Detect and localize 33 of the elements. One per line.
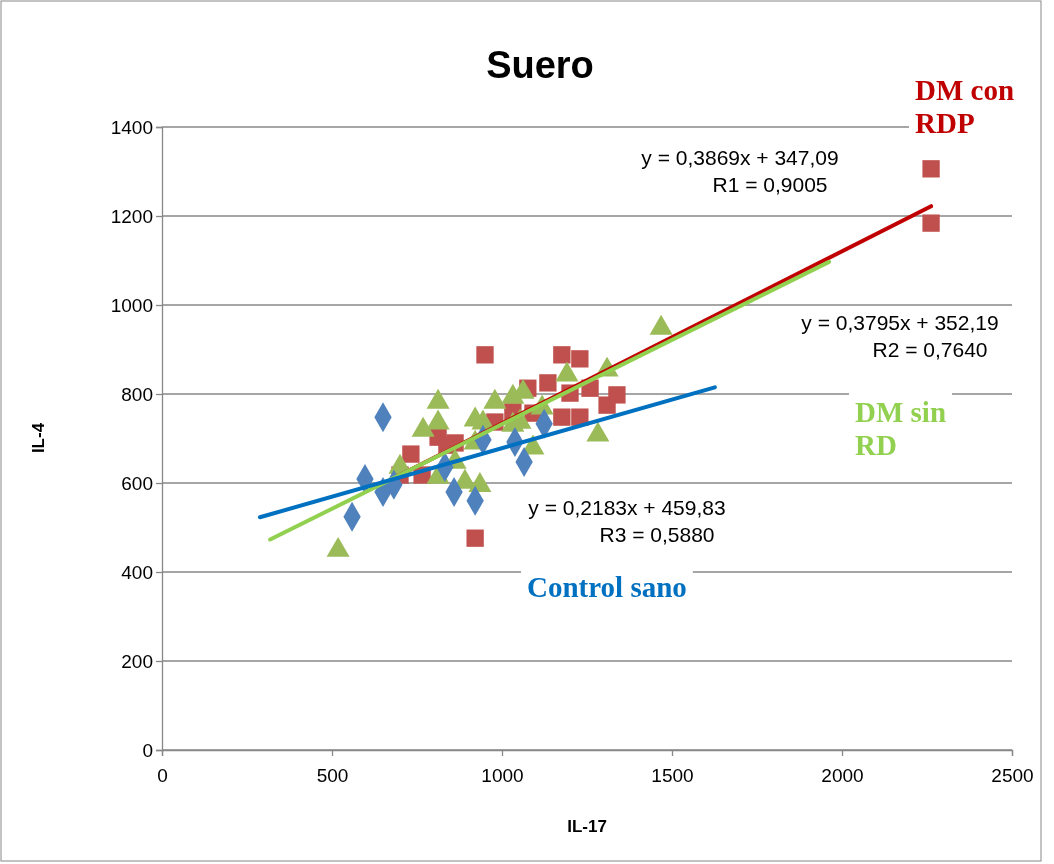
x-tick-label: 500 [316, 764, 349, 786]
y-tick-label: 800 [121, 383, 153, 405]
y-tick-label: 400 [121, 561, 153, 583]
text: DM sin RD [855, 396, 947, 462]
point [466, 529, 484, 547]
point [598, 396, 616, 414]
y-tick-label: 0 [142, 739, 153, 761]
point [922, 214, 940, 232]
point [571, 350, 589, 368]
x-axis-title: IL-17 [567, 817, 607, 836]
y-tick-label: 1200 [110, 205, 153, 227]
y-tick-label: 1000 [110, 294, 153, 316]
point [476, 346, 494, 364]
point [539, 374, 557, 392]
point [922, 160, 940, 178]
point [553, 408, 571, 426]
x-tick-label: 2000 [821, 764, 864, 786]
point [402, 445, 420, 463]
annotation: y = 0,3869x + 347,09 R1 = 0,9005 [641, 146, 839, 197]
y-axis-title: IL-4 [29, 422, 48, 454]
annotation: y = 0,3795x + 352,19 R2 = 0,7640 [801, 311, 999, 362]
y-tick-label: 200 [121, 650, 153, 672]
series-label: DM con RDP [915, 74, 1015, 140]
x-tick-label: 0 [157, 764, 168, 786]
point [553, 346, 571, 364]
text: Control sano [527, 571, 687, 603]
x-tick-label: 1500 [651, 764, 694, 786]
x-tick-label: 1000 [481, 764, 524, 786]
y-tick-label: 600 [121, 472, 153, 494]
x-tick-label: 2500 [991, 764, 1034, 786]
y-tick-label: 1400 [110, 116, 153, 138]
chart-title: Suero [486, 44, 594, 86]
annotation: y = 0,2183x + 459,83 R3 = 0,5880 [528, 496, 726, 547]
